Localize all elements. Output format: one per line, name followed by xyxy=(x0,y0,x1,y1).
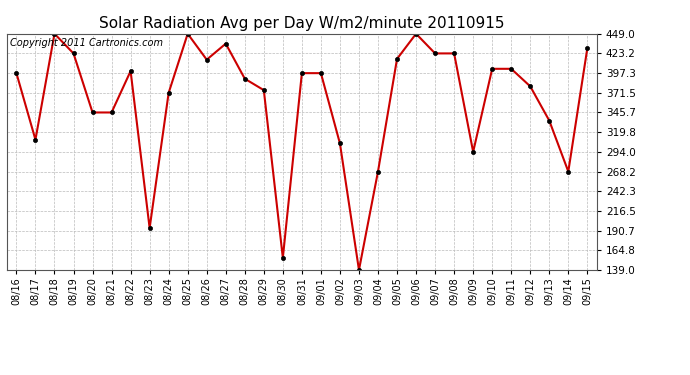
Text: Copyright 2011 Cartronics.com: Copyright 2011 Cartronics.com xyxy=(10,39,163,48)
Title: Solar Radiation Avg per Day W/m2/minute 20110915: Solar Radiation Avg per Day W/m2/minute … xyxy=(99,16,504,31)
